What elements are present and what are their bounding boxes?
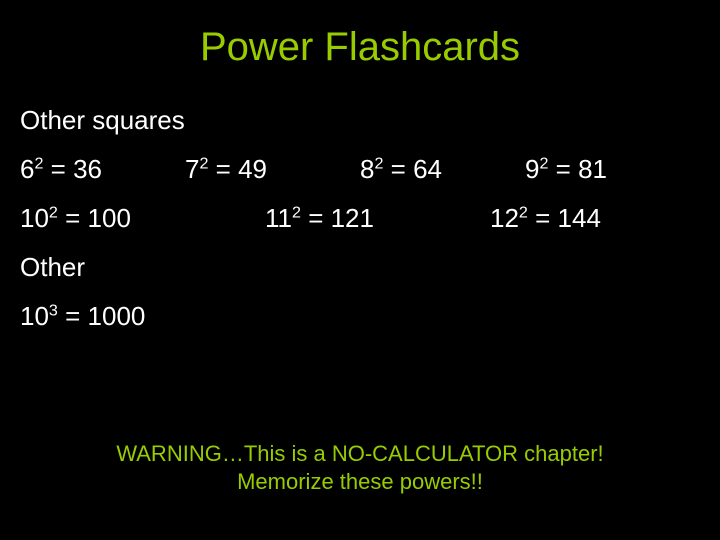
warning-line-1: WARNING…This is a NO-CALCULATOR chapter! — [0, 440, 720, 468]
exponent: 2 — [292, 203, 301, 221]
base: 8 — [360, 154, 374, 184]
section-other: Other — [20, 252, 700, 283]
fact-11-squared: 112 = 121 — [265, 203, 490, 234]
section-other-squares: Other squares — [20, 105, 700, 136]
squares-row-1: 62 = 36 72 = 49 82 = 64 92 = 81 — [20, 154, 700, 185]
equals-result: = 81 — [548, 154, 607, 184]
fact-12-squared: 122 = 144 — [490, 203, 601, 234]
base: 12 — [490, 203, 519, 233]
base: 6 — [20, 154, 34, 184]
equals-result: = 121 — [301, 203, 374, 233]
equals-result: = 144 — [528, 203, 601, 233]
equals-result: = 1000 — [58, 301, 145, 331]
equals-result: = 36 — [43, 154, 102, 184]
base: 11 — [265, 203, 292, 233]
fact-7-squared: 72 = 49 — [185, 154, 360, 185]
base: 10 — [20, 301, 49, 331]
fact-6-squared: 62 = 36 — [20, 154, 185, 185]
squares-row-2: 102 = 100 112 = 121 122 = 144 — [20, 203, 700, 234]
fact-9-squared: 92 = 81 — [525, 154, 607, 185]
base: 7 — [185, 154, 199, 184]
slide-title: Power Flashcards — [20, 25, 700, 70]
fact-8-squared: 82 = 64 — [360, 154, 525, 185]
warning-line-2: Memorize these powers!! — [0, 468, 720, 496]
fact-10-squared: 102 = 100 — [20, 203, 265, 234]
equals-result: = 100 — [58, 203, 131, 233]
equals-result: = 64 — [383, 154, 442, 184]
exponent: 3 — [49, 301, 58, 319]
exponent: 2 — [519, 203, 528, 221]
base: 10 — [20, 203, 49, 233]
slide-container: Power Flashcards Other squares 62 = 36 7… — [0, 0, 720, 540]
exponent: 2 — [49, 203, 58, 221]
warning-text: WARNING…This is a NO-CALCULATOR chapter!… — [0, 440, 720, 495]
equals-result: = 49 — [208, 154, 267, 184]
fact-10-cubed: 103 = 1000 — [20, 301, 700, 332]
base: 9 — [525, 154, 539, 184]
